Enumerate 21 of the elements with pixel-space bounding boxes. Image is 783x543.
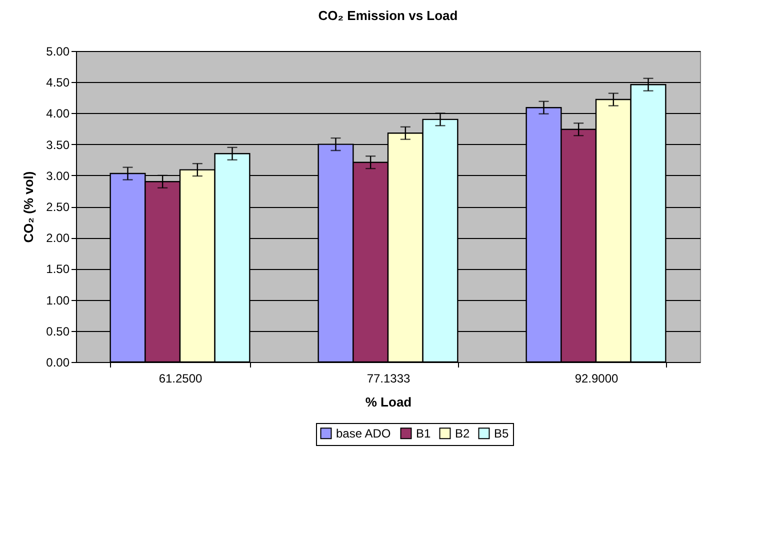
y-tick-label: 0.00 [46,356,70,370]
y-tick-label: 1.00 [46,293,70,308]
legend-label: B5 [494,426,510,440]
legend-label: base ADO [336,426,391,440]
y-tick-label: 3.50 [46,138,70,152]
y-tick-label: 4.00 [46,106,70,121]
x-tick-label: 61.2500 [158,372,203,386]
y-axis-title: CO₂ (% vol) [21,171,36,243]
chart-title: CO₂ Emission vs Load [318,8,458,23]
y-tick-label: 2.50 [46,200,70,214]
legend-label: B1 [416,426,432,440]
x-tick-label: 92.9000 [574,372,619,386]
y-tick-label: 4.50 [46,76,70,90]
y-tick-label: 5.00 [46,44,70,58]
y-tick-label: 0.50 [46,324,70,338]
legend-label: B2 [455,426,470,440]
x-axis-title: % Load [365,394,412,410]
y-tick-label: 3.00 [46,168,70,183]
x-tick-label: 77.1333 [366,372,411,386]
y-tick-label: 2.00 [46,231,70,246]
y-tick-label: 1.50 [46,262,70,276]
